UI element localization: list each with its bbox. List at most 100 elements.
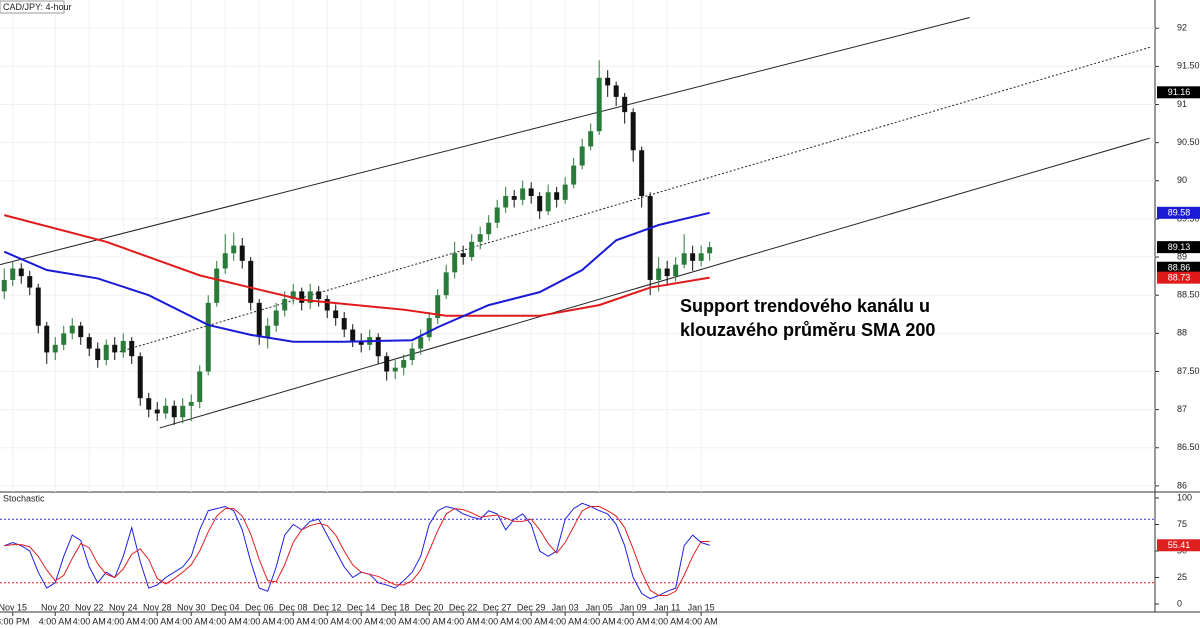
candle-body (231, 245, 237, 254)
candle-body (681, 253, 687, 265)
candle-body (10, 268, 16, 280)
x-time-label: 4:00 AM (685, 616, 718, 626)
candle-body (290, 291, 296, 300)
candle-body (103, 344, 109, 361)
candle-body (163, 405, 169, 414)
candle-body (562, 184, 568, 200)
x-tick-label: Dec 22 (449, 602, 478, 612)
value-badge-label: 55.41 (1168, 540, 1191, 550)
x-time-label: 4:00 AM (379, 616, 412, 626)
y-tick-label: 87.50 (1177, 366, 1200, 376)
candle-body (137, 356, 143, 399)
x-time-label: 4:00 AM (209, 616, 242, 626)
candle-body (690, 253, 696, 261)
candle-body (452, 253, 458, 273)
y-tick-label: 91 (1177, 99, 1187, 109)
x-time-label: 4:00 AM (311, 616, 344, 626)
x-tick-label: Nov 22 (75, 602, 104, 612)
x-tick-label: Nov 20 (41, 602, 70, 612)
y-tick-label: 90.50 (1177, 137, 1200, 147)
candle-body (324, 299, 330, 311)
x-time-label: 4:00 AM (345, 616, 378, 626)
candle-body (120, 340, 126, 353)
y-tick-label: 75 (1177, 519, 1187, 529)
candle-body (69, 325, 75, 334)
candle-body (596, 77, 602, 132)
candle-body (129, 340, 135, 357)
candle-body (27, 276, 33, 288)
moving-average (3, 214, 710, 317)
candle-body (571, 165, 577, 185)
y-tick-label: 88 (1177, 328, 1187, 338)
candle-body (520, 188, 526, 200)
price-badge (1157, 86, 1200, 99)
candle-body (435, 295, 441, 319)
x-tick-label: Dec 27 (483, 602, 512, 612)
x-time-label: 4:00 AM (243, 616, 276, 626)
candle-body (299, 291, 305, 303)
candle-body (265, 325, 271, 338)
chart-title: CAD/JPY: 4-hour (3, 2, 72, 12)
candle-body (44, 325, 50, 353)
x-tick-label: Dec 20 (415, 602, 444, 612)
candle-body (239, 245, 245, 261)
candle-body (256, 302, 262, 338)
candle-body (273, 310, 279, 326)
candle-body (61, 333, 67, 345)
x-tick-label: Dec 29 (517, 602, 546, 612)
x-time-label: 4:00 AM (73, 616, 106, 626)
price-badge-label: 88.73 (1168, 273, 1191, 283)
candle-body (647, 196, 653, 280)
x-tick-label: Jan 11 (654, 602, 680, 612)
candle-body (358, 340, 364, 345)
y-tick-label: 90 (1177, 175, 1187, 185)
y-tick-label: 87 (1177, 404, 1187, 414)
candle-body (205, 302, 211, 372)
candle-body (307, 291, 313, 303)
value-badge (1157, 539, 1200, 552)
candle-body (426, 318, 432, 338)
candle-body (622, 96, 628, 113)
candle-body (146, 398, 152, 410)
candle-body (52, 344, 58, 353)
price-badge (1157, 206, 1200, 219)
candle-body (579, 146, 585, 166)
candle-body (154, 409, 160, 414)
candle-body (248, 260, 254, 303)
candle-body (664, 268, 670, 277)
candle-body (333, 310, 339, 319)
candle-body (605, 77, 611, 86)
candle-body (469, 241, 475, 258)
x-tick-label: Nov 15 (0, 602, 27, 612)
price-badge-label: 89.13 (1168, 242, 1191, 252)
candle-body (639, 150, 645, 197)
price-badge (1157, 261, 1200, 274)
candle-body (630, 112, 636, 151)
price-badge (1157, 241, 1200, 254)
x-tick-label: Jan 03 (552, 602, 579, 612)
candle-body (545, 192, 551, 212)
x-tick-label: Dec 06 (245, 602, 274, 612)
price-badge-label: 88.86 (1168, 263, 1191, 273)
price-badge-label: 91.16 (1168, 87, 1191, 97)
candle-body (673, 264, 679, 277)
candle-body (282, 299, 288, 311)
candle-body (316, 291, 322, 300)
x-time-label: 4:00 AM (277, 616, 310, 626)
candle-body (528, 188, 534, 197)
x-time-label: 4:00 AM (617, 616, 650, 626)
x-time-label: 4:00 AM (141, 616, 174, 626)
candle-body (18, 268, 24, 277)
x-time-label: 4:00 AM (107, 616, 140, 626)
x-time-label: 4:00 AM (549, 616, 582, 626)
price-badge (1157, 271, 1200, 284)
candle-body (392, 367, 398, 372)
y-tick-label: 25 (1177, 572, 1187, 582)
x-time-label: 4:00 AM (447, 616, 480, 626)
x-time-label: 4:00 AM (413, 616, 446, 626)
y-tick-label: 86 (1177, 480, 1187, 490)
candle-body (588, 131, 594, 147)
candle-body (86, 337, 92, 349)
y-tick-label: 92 (1177, 23, 1187, 33)
